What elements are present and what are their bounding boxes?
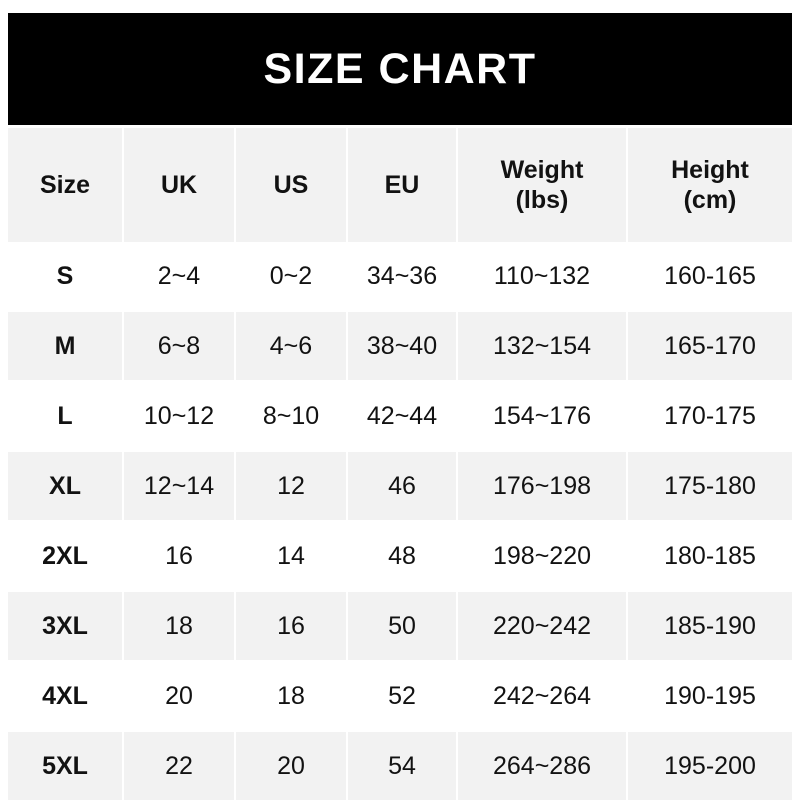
table-row: L 10~12 8~10 42~44 154~176 170-175	[8, 382, 792, 452]
column-header-unit: (lbs)	[515, 186, 569, 214]
cell-eu: 42~44	[348, 382, 458, 452]
cell-weight: 198~220	[458, 522, 628, 592]
page-title: SIZE CHART	[263, 44, 537, 93]
column-header-weight: Weight (lbs)	[458, 128, 628, 242]
cell-us: 20	[236, 732, 348, 800]
table-row: M 6~8 4~6 38~40 132~154 165-170	[8, 312, 792, 382]
table-row: 3XL 18 16 50 220~242 185-190	[8, 592, 792, 662]
cell-weight: 242~264	[458, 662, 628, 732]
cell-size: 5XL	[8, 732, 124, 800]
column-header-label: EU	[384, 170, 420, 199]
cell-eu: 52	[348, 662, 458, 732]
cell-us: 16	[236, 592, 348, 662]
cell-size: 2XL	[8, 522, 124, 592]
column-header-label: Height	[671, 155, 749, 184]
cell-weight: 176~198	[458, 452, 628, 522]
cell-uk: 6~8	[124, 312, 236, 382]
column-header-unit: (cm)	[683, 186, 737, 214]
table-row: 4XL 20 18 52 242~264 190-195	[8, 662, 792, 732]
table-row: S 2~4 0~2 34~36 110~132 160-165	[8, 242, 792, 312]
column-header-height: Height (cm)	[628, 128, 792, 242]
cell-weight: 264~286	[458, 732, 628, 800]
cell-height: 175-180	[628, 452, 792, 522]
cell-size: 3XL	[8, 592, 124, 662]
cell-height: 170-175	[628, 382, 792, 452]
cell-size: XL	[8, 452, 124, 522]
cell-weight: 132~154	[458, 312, 628, 382]
cell-uk: 20	[124, 662, 236, 732]
cell-uk: 18	[124, 592, 236, 662]
cell-us: 4~6	[236, 312, 348, 382]
cell-uk: 22	[124, 732, 236, 800]
cell-us: 8~10	[236, 382, 348, 452]
column-header-label: US	[273, 170, 309, 199]
cell-size: L	[8, 382, 124, 452]
cell-us: 0~2	[236, 242, 348, 312]
cell-size: M	[8, 312, 124, 382]
size-chart-table: Size UK US EU Weight (lbs) Height (cm) S 2~4 0~2 3…	[8, 128, 792, 800]
cell-height: 185-190	[628, 592, 792, 662]
title-bar: SIZE CHART	[8, 13, 792, 125]
table-row: XL 12~14 12 46 176~198 175-180	[8, 452, 792, 522]
cell-us: 14	[236, 522, 348, 592]
cell-eu: 38~40	[348, 312, 458, 382]
header-row: Size UK US EU Weight (lbs) Height (cm)	[8, 128, 792, 242]
column-header-uk: UK	[124, 128, 236, 242]
cell-height: 190-195	[628, 662, 792, 732]
table-row: 5XL 22 20 54 264~286 195-200	[8, 732, 792, 800]
cell-uk: 10~12	[124, 382, 236, 452]
cell-eu: 34~36	[348, 242, 458, 312]
table-row: 2XL 16 14 48 198~220 180-185	[8, 522, 792, 592]
column-header-us: US	[236, 128, 348, 242]
cell-eu: 46	[348, 452, 458, 522]
cell-height: 180-185	[628, 522, 792, 592]
cell-weight: 154~176	[458, 382, 628, 452]
cell-uk: 12~14	[124, 452, 236, 522]
column-header-label: UK	[160, 170, 198, 199]
cell-size: S	[8, 242, 124, 312]
cell-uk: 16	[124, 522, 236, 592]
column-header-eu: EU	[348, 128, 458, 242]
cell-height: 195-200	[628, 732, 792, 800]
cell-us: 12	[236, 452, 348, 522]
cell-weight: 110~132	[458, 242, 628, 312]
cell-eu: 54	[348, 732, 458, 800]
cell-eu: 48	[348, 522, 458, 592]
cell-height: 165-170	[628, 312, 792, 382]
column-header-label: Weight	[500, 155, 584, 184]
table-header: Size UK US EU Weight (lbs) Height (cm)	[8, 128, 792, 242]
column-header-size: Size	[8, 128, 124, 242]
cell-us: 18	[236, 662, 348, 732]
cell-uk: 2~4	[124, 242, 236, 312]
cell-size: 4XL	[8, 662, 124, 732]
column-header-label: Size	[39, 170, 91, 199]
cell-eu: 50	[348, 592, 458, 662]
cell-height: 160-165	[628, 242, 792, 312]
cell-weight: 220~242	[458, 592, 628, 662]
table-body: S 2~4 0~2 34~36 110~132 160-165 M 6~8 4~6 38~40 13…	[8, 242, 792, 800]
